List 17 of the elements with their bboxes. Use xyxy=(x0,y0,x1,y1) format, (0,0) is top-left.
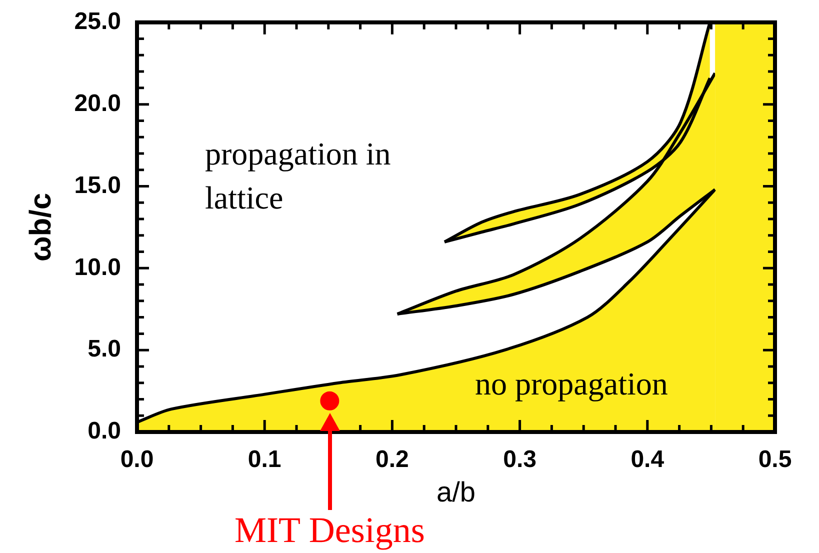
y-tick-label: 5.0 xyxy=(88,336,121,363)
annotation: no propagation xyxy=(475,365,668,402)
x-tick-label: 0.3 xyxy=(503,446,536,474)
y-tick-label: 20.0 xyxy=(74,90,121,117)
x-tick-label: 0.2 xyxy=(376,446,409,474)
x-tick-label: 0.5 xyxy=(758,446,792,474)
y-tick-label: 25.0 xyxy=(74,8,121,36)
annotation: propagation in lattice xyxy=(205,135,391,216)
x-tick-label: 0.0 xyxy=(120,446,154,474)
y-tick-label: 10.0 xyxy=(74,254,121,281)
y-axis-title: ωb/c xyxy=(24,192,58,262)
y-tick-label: 15.0 xyxy=(74,172,121,199)
legend-label: MIT Designs xyxy=(234,510,425,550)
x-tick-label: 0.4 xyxy=(630,446,665,474)
x-tick-label: 0.1 xyxy=(248,446,282,474)
y-tick-label: 0.0 xyxy=(88,418,121,445)
x-axis-title: a/b xyxy=(436,476,476,508)
